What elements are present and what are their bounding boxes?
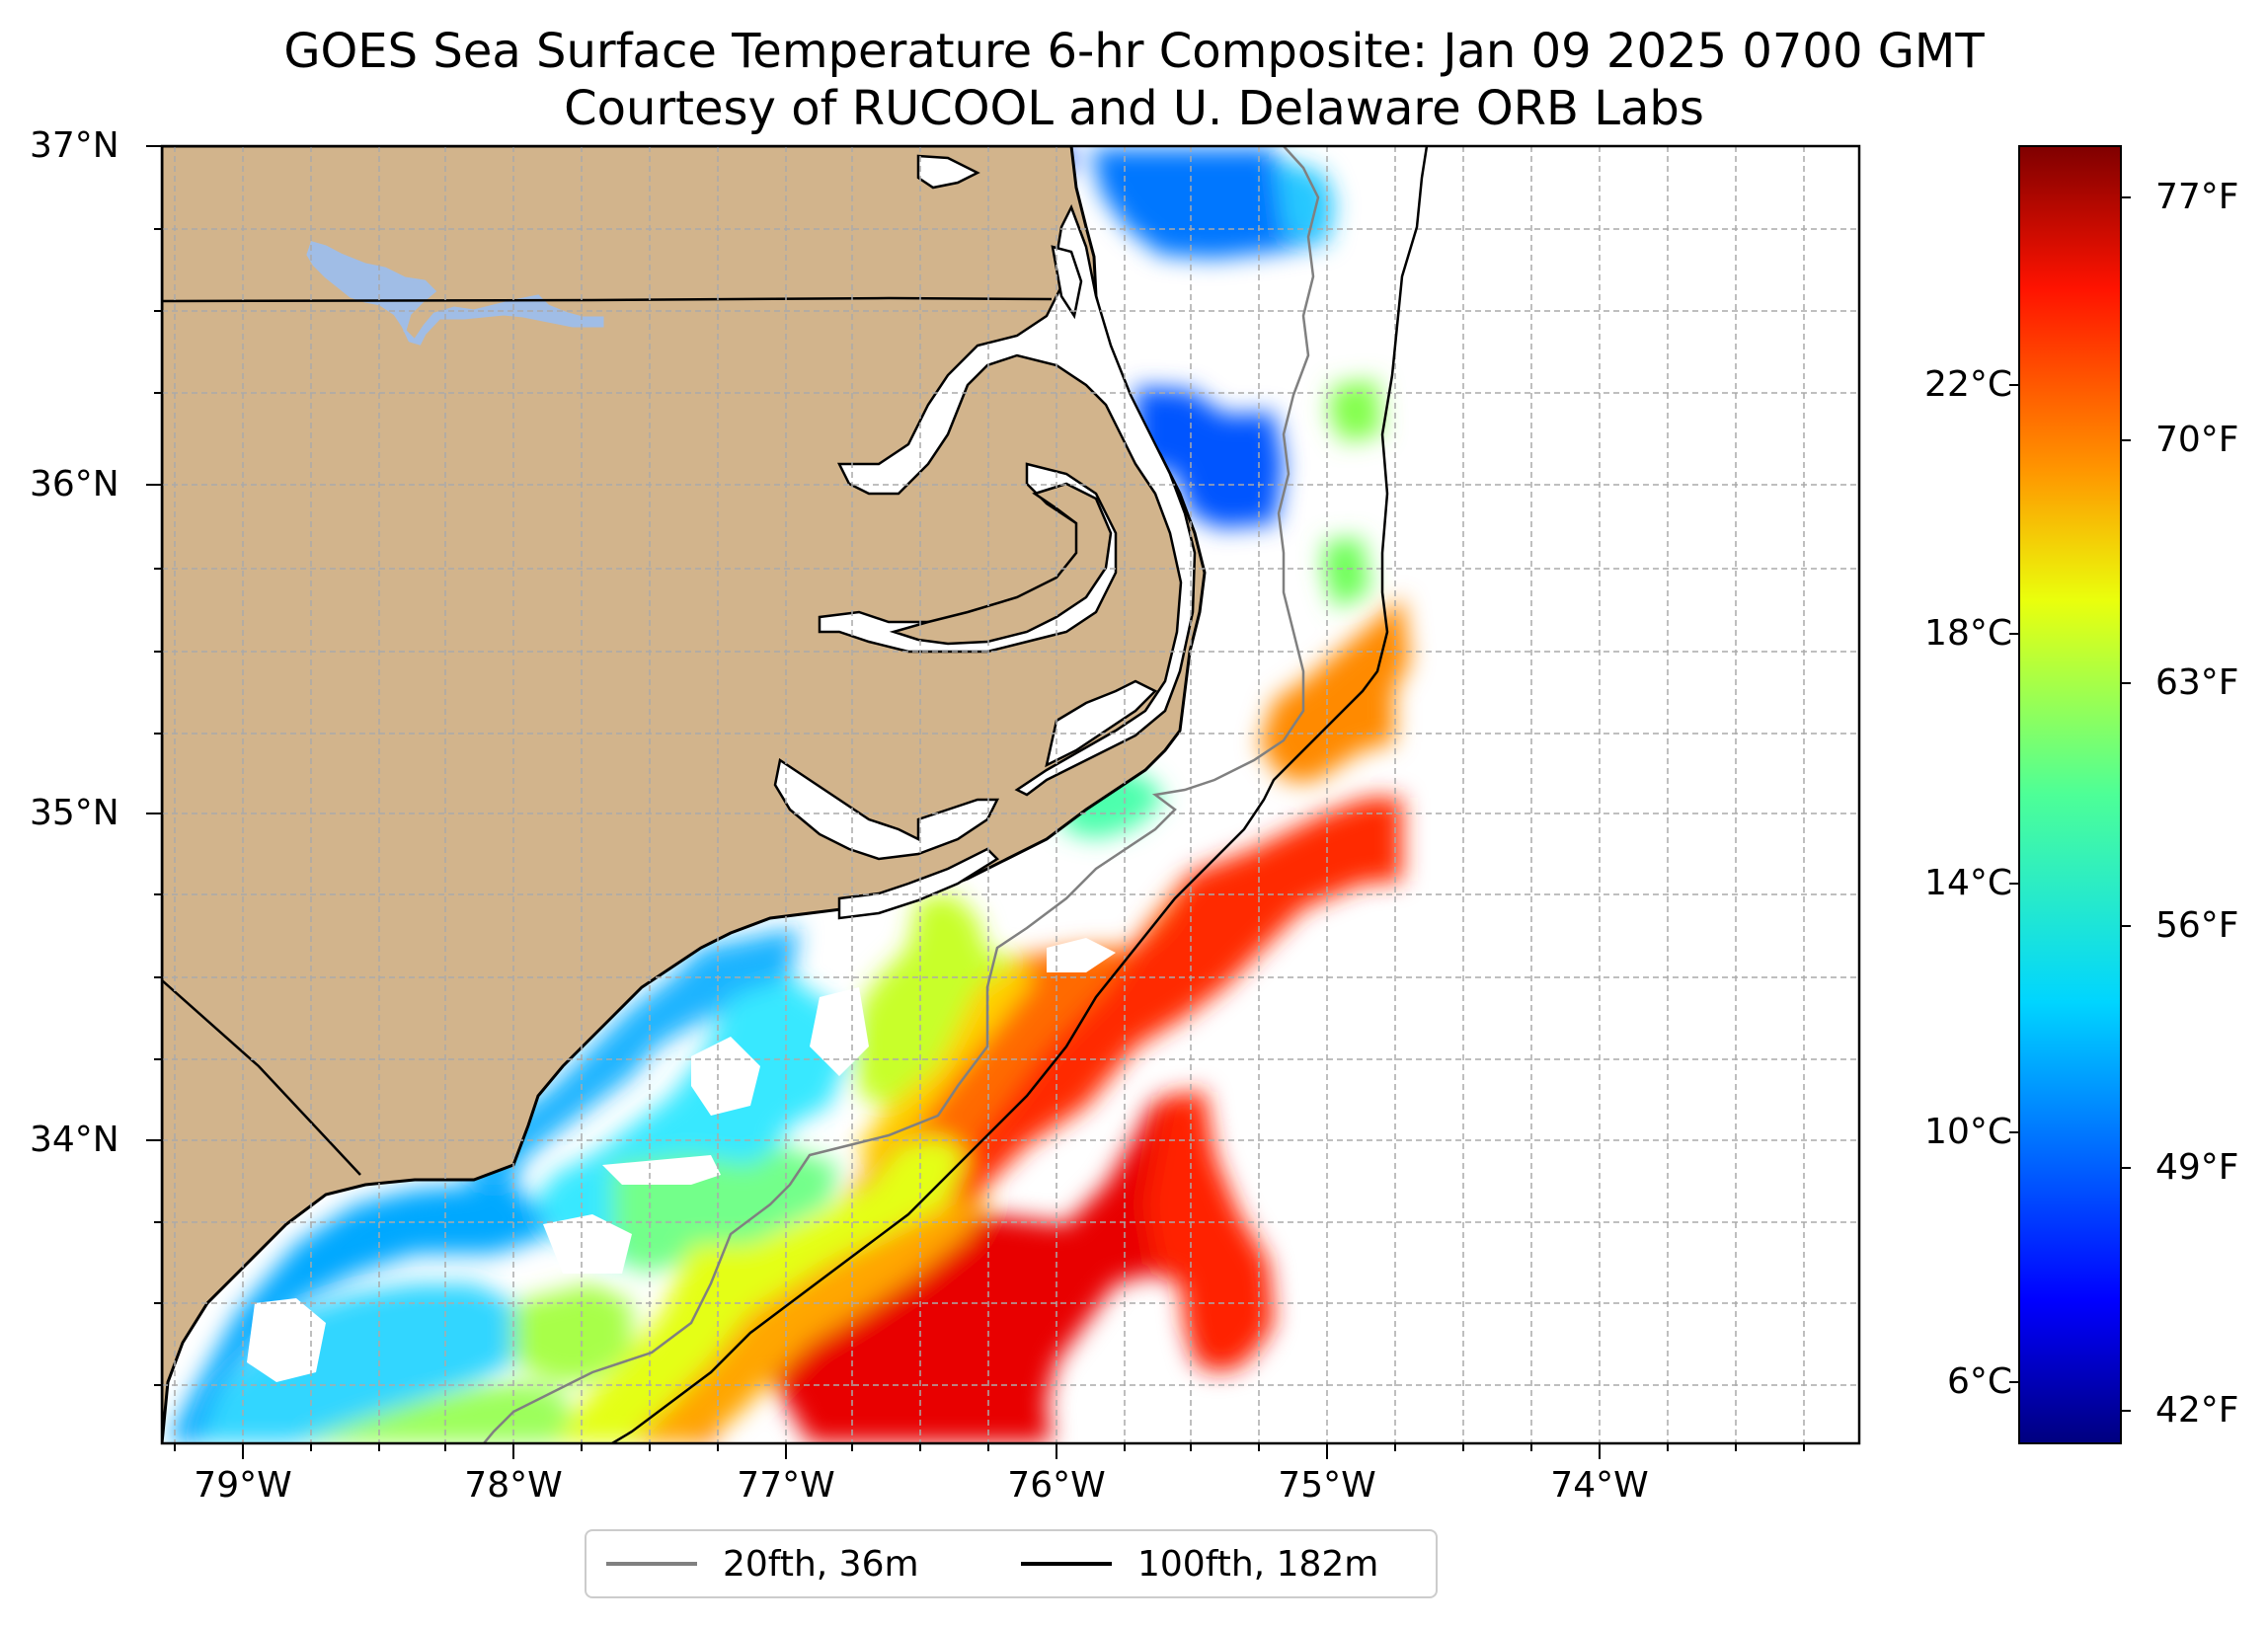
lat-tick-label: 34°N: [30, 1120, 119, 1160]
sst-patch: [513, 1283, 632, 1382]
sst-patch: [464, 928, 800, 1185]
colorbar-celsius-label: 10°C: [1924, 1112, 2012, 1152]
sst-patch: [854, 893, 1017, 1106]
sst-patch: [168, 1185, 553, 1443]
lon-tick-label: 79°W: [194, 1465, 292, 1506]
lat-tick-label: 37°N: [30, 125, 119, 166]
sst-patch: [197, 1283, 513, 1443]
lon-tick-label: 75°W: [1278, 1465, 1376, 1506]
lon-tick-label: 77°W: [737, 1465, 835, 1506]
colorbar-fahrenheit-label: 42°F: [2155, 1390, 2239, 1431]
colorbar-fahrenheit-label: 56°F: [2155, 905, 2239, 946]
sst-patch: [553, 1135, 968, 1443]
legend-label: 100fth, 182m: [1137, 1543, 1379, 1585]
colorbar-celsius-label: 22°C: [1924, 364, 2012, 405]
chart-title: GOES Sea Surface Temperature 6-hr Compos…: [283, 24, 1985, 79]
colorbar-fahrenheit-label: 70°F: [2155, 420, 2239, 460]
sst-patch: [632, 798, 1402, 1443]
colorbar-fahrenheit-label: 63°F: [2155, 662, 2239, 703]
colorbar: [2018, 145, 2122, 1444]
sst-patch: [296, 1382, 573, 1443]
lon-tick-label: 76°W: [1007, 1465, 1106, 1506]
isobath-20fth: [483, 146, 1320, 1443]
sst-patch: [859, 963, 1037, 1175]
colorbar-fahrenheit-label: 49°F: [2155, 1147, 2239, 1188]
state-boundary-va-nc: [162, 296, 1053, 303]
colorbar-celsius-label: 14°C: [1924, 863, 2012, 903]
gridlines: [162, 146, 1859, 1443]
sst-patch: [632, 1195, 987, 1443]
state-boundary-nc-sc: [162, 979, 361, 1176]
legend: 20fth, 36m 100fth, 182m: [585, 1529, 1438, 1598]
lon-tick-marks: [174, 1443, 1805, 1459]
colorbar-celsius-label: 18°C: [1924, 613, 2012, 654]
lon-tick-label: 78°W: [464, 1465, 563, 1506]
legend-line-gray: [606, 1562, 697, 1566]
sst-patch: [1328, 380, 1382, 442]
map-panel: [162, 146, 1859, 1443]
sst-patch: [1323, 538, 1370, 608]
lat-tick-label: 35°N: [30, 793, 119, 833]
sst-patch: [1274, 158, 1335, 242]
sst-patch: [1135, 387, 1284, 528]
lake: [306, 241, 604, 346]
lat-tick-label: 36°N: [30, 464, 119, 504]
sst-patch: [750, 1096, 1274, 1443]
sst-patch: [1145, 1091, 1272, 1367]
colorbar-tick-marks: [2009, 196, 2131, 1412]
legend-item-20fth: 20fth, 36m: [606, 1531, 919, 1596]
no-data-gaps: [247, 938, 1116, 1382]
legend-line-black: [1021, 1562, 1112, 1566]
lat-tick-marks: [146, 145, 162, 1386]
sst-patch: [553, 874, 1190, 1443]
isobath-100fth: [611, 146, 1429, 1443]
sst-patch: [1259, 597, 1410, 782]
colorbar-fahrenheit-label: 77°F: [2155, 177, 2239, 217]
chart-subtitle: Courtesy of RUCOOL and U. Delaware ORB L…: [564, 81, 1704, 136]
colorbar-celsius-label: 6°C: [1946, 1361, 2012, 1402]
sst-patch: [1091, 148, 1333, 259]
map-frame: [160, 144, 1861, 1445]
legend-item-100fth: 100fth, 182m: [1021, 1531, 1378, 1596]
lon-tick-label: 74°W: [1550, 1465, 1649, 1506]
legend-label: 20fth, 36m: [723, 1543, 919, 1585]
